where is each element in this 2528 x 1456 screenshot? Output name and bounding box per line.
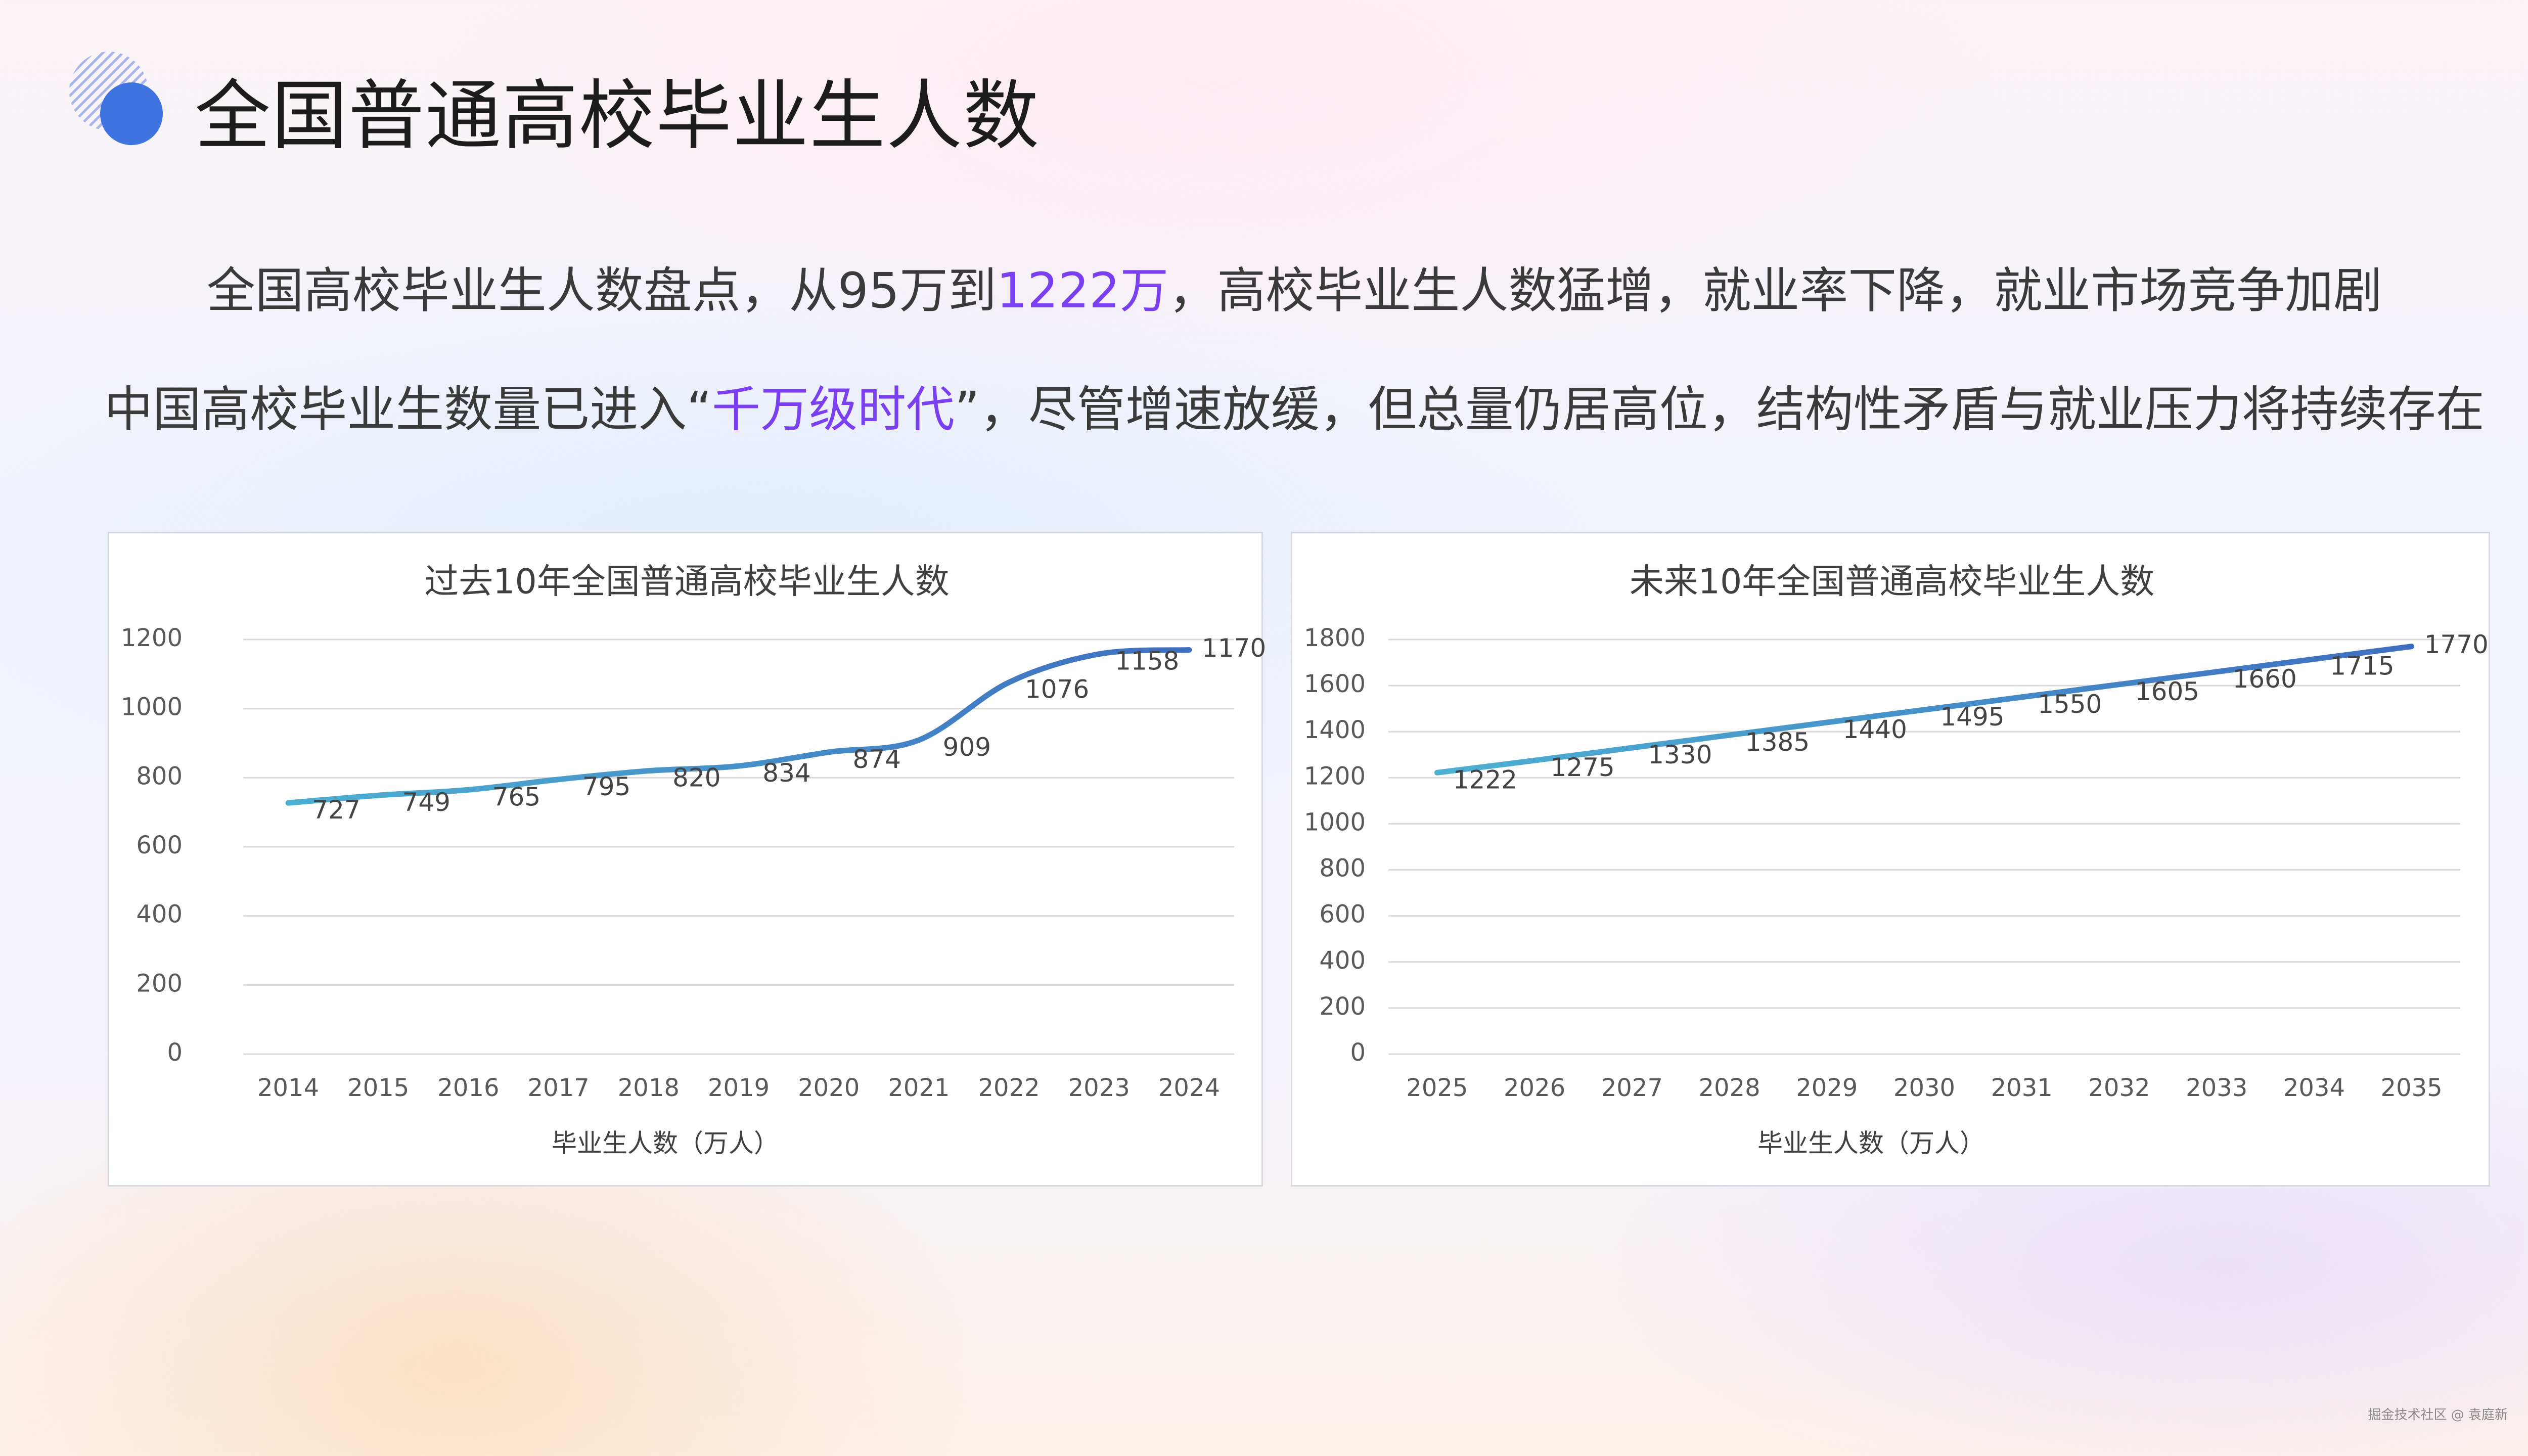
x-tick-label: 2022 [978,1074,1040,1102]
data-label: 909 [943,733,991,762]
data-label: 1440 [1843,715,1907,744]
x-tick-label: 2030 [1893,1074,1955,1102]
footer-credit: 掘金技术社区 @ 袁庭新 [2368,1407,2508,1423]
data-label: 1385 [1745,727,1810,757]
x-tick-label: 2017 [528,1074,590,1102]
y-tick-label: 1000 [121,693,183,721]
data-label: 749 [402,788,450,817]
y-tick-label: 0 [167,1038,183,1067]
x-tick-label: 2026 [1504,1074,1565,1102]
past-chart-card: 过去10年全国普通高校毕业生人数 0 200 400 600 800 1000 1200 201… [108,532,1265,1187]
data-label: 874 [852,745,900,774]
data-label: 1770 [2424,630,2489,659]
subtitle-line-2: 中国高校毕业生数量已进入“千万级时代”，尽管增速放缓，但总量仍居高位，结构性矛盾… [0,369,2528,450]
x-tick-label: 2021 [888,1074,950,1102]
x-tick-label: 2023 [1068,1074,1130,1102]
y-tick-label: 1200 [121,624,183,652]
x-tick-label: 2029 [1796,1074,1858,1102]
x-tick-label: 2018 [618,1074,680,1102]
chart-title: 未来10年全国普通高校毕业生人数 [1630,562,2155,602]
y-tick-label: 400 [136,900,183,929]
y-tick-label: 800 [1319,854,1366,883]
x-tick-label: 2034 [2283,1074,2345,1102]
legend-label: 毕业生人数（万人） [1757,1129,1985,1158]
series-line [285,647,1192,806]
y-tick-label: 200 [1319,992,1366,1021]
data-label: 1170 [1202,633,1265,663]
data-label: 1715 [2330,652,2394,681]
y-tick-label: 600 [1319,900,1366,929]
y-tick-label: 1600 [1304,670,1366,698]
data-label: 1275 [1550,753,1614,782]
legend-label: 毕业生人数（万人） [552,1129,779,1158]
data-label: 834 [762,758,810,788]
y-tick-label: 1200 [1304,762,1366,790]
x-tick-label: 2016 [437,1074,499,1102]
y-tick-label: 800 [136,762,183,790]
data-label: 795 [582,772,630,801]
x-tick-label: 2024 [1158,1074,1220,1102]
y-tick-label: 1000 [1304,808,1366,836]
subtitle-1-text-end: ，高校毕业生人数猛增，就业率下降，就业市场竞争加剧 [1168,262,2382,319]
data-label: 1495 [1940,702,2004,732]
x-tick-label: 2027 [1601,1074,1663,1102]
subtitle-1-highlight: 1222万 [996,262,1169,319]
x-tick-label: 2033 [2186,1074,2247,1102]
data-label: 1660 [2233,664,2297,694]
title-decoration-icon [69,52,163,145]
y-tick-label: 0 [1350,1038,1366,1067]
x-tick-label: 2025 [1406,1074,1468,1102]
x-tick-label: 2035 [2381,1074,2443,1102]
subtitle-1-text: 全国高校毕业生人数盘点，从95万到 [206,262,997,319]
y-tick-label: 200 [136,969,183,997]
data-label: 765 [492,782,540,811]
x-tick-label: 2020 [798,1074,860,1102]
page-title: 全国普通高校毕业生人数 [195,72,1041,160]
x-tick-label: 2019 [708,1074,770,1102]
x-tick-label: 2015 [347,1074,409,1102]
subtitle-2-text: 中国高校毕业生数量已进入“ [104,381,712,438]
y-tick-label: 1400 [1304,716,1366,744]
future-chart-card: 未来10年全国普通高校毕业生人数 0 200 400 600 800 1000 1200 140… [1291,532,2490,1187]
data-label: 727 [312,795,360,825]
y-tick-label: 400 [1319,946,1366,975]
data-label: 1605 [2135,677,2199,706]
data-label: 1550 [2038,690,2102,719]
x-tick-label: 2014 [257,1074,319,1102]
x-tick-label: 2031 [1991,1074,2053,1102]
data-label: 1330 [1648,740,1712,769]
chart-title: 过去10年全国普通高校毕业生人数 [424,562,950,602]
y-tick-label: 600 [136,831,183,859]
x-tick-label: 2028 [1698,1074,1760,1102]
subtitle-2-text-end: ”，尽管增速放缓，但总量仍居高位，结构性矛盾与就业压力将持续存在 [955,381,2485,438]
data-label: 1222 [1453,765,1517,794]
x-tick-label: 2032 [2088,1074,2150,1102]
y-tick-label: 1800 [1304,624,1366,652]
data-label: 1076 [1025,675,1089,704]
series-line [1434,644,2415,776]
subtitle-2-highlight: 千万级时代 [712,381,955,438]
past-graduates-chart: 过去10年全国普通高校毕业生人数 0 200 400 600 800 1000 1200 201… [121,562,1265,1158]
subtitle-line-1: 全国高校毕业生人数盘点，从95万到1222万，高校毕业生人数猛增，就业率下降，就… [0,250,2528,331]
future-graduates-chart: 未来10年全国普通高校毕业生人数 0 200 400 600 800 1000 1200 140… [1304,562,2489,1158]
data-label: 1158 [1115,647,1179,676]
data-label: 820 [672,763,720,793]
